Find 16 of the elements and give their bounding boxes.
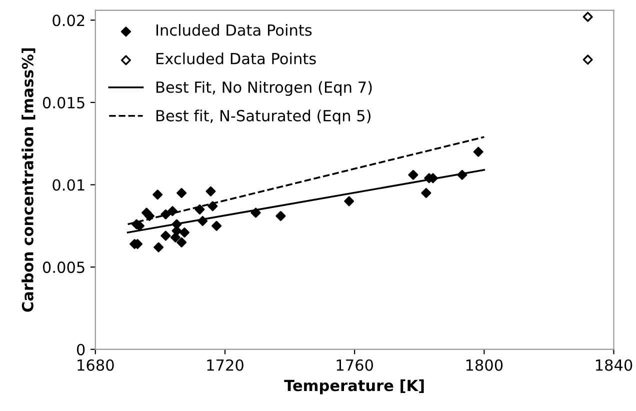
x-axis-title: Temperature [K]	[284, 379, 424, 394]
x-tick-label: 1720	[207, 359, 244, 371]
legend-label: Best fit, N-Saturated (Eqn 5)	[156, 110, 370, 124]
y-axis-title: Carbon concentration [mass%]	[22, 48, 36, 312]
y-tick-label: 0.02	[52, 14, 84, 26]
y-tick-label: 0.005	[42, 262, 84, 274]
x-tick-label: 1840	[596, 359, 632, 371]
legend-label: Excluded Data Points	[156, 52, 316, 64]
legend-label: Best Fit, No Nitrogen (Eqn 7)	[156, 81, 372, 96]
y-tick-label: 0	[76, 344, 85, 356]
y-tick-label: 0.01	[52, 179, 84, 191]
x-tick-label: 1760	[336, 359, 373, 371]
legend-label: Included Data Points	[156, 24, 312, 36]
y-tick-label: 0.015	[42, 96, 84, 108]
x-tick-label: 1800	[466, 359, 503, 371]
x-tick-label: 1680	[78, 359, 114, 371]
